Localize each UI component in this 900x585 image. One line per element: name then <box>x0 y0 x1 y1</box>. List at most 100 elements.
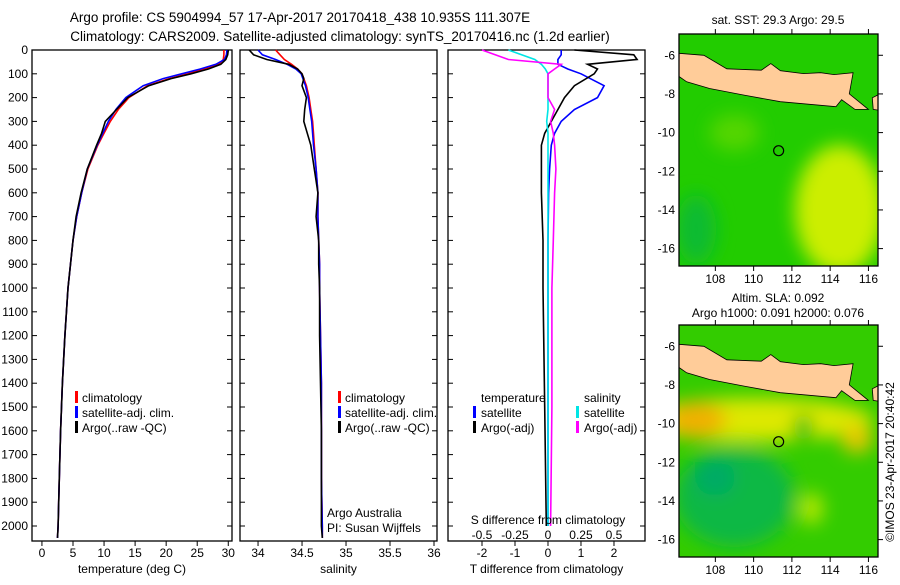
s-tick-label: 0 <box>545 528 552 542</box>
x-tick-label: 1 <box>578 546 585 560</box>
legend-header-salinity: salinity <box>584 391 621 405</box>
x-tick-label: 0 <box>39 546 46 560</box>
y-tick-label: 800 <box>8 233 28 247</box>
low-region <box>679 447 795 548</box>
y-tick-label: 1400 <box>1 376 28 390</box>
low-core <box>695 459 736 496</box>
lat-tick-label: -14 <box>658 203 676 217</box>
x-tick-label: 2 <box>611 546 618 560</box>
legend-label: Argo(-adj) <box>584 421 637 435</box>
temperature-plot-frame <box>31 49 233 542</box>
y-tick-label: 900 <box>8 257 28 271</box>
lon-tick-label: 116 <box>859 563 878 577</box>
x-tick-label: 34 <box>251 546 265 560</box>
s-tick-label: -0.25 <box>501 528 529 542</box>
x-tick-label: 35.5 <box>378 546 402 560</box>
legend-label: Argo(..raw -QC) <box>82 421 167 435</box>
x-tick-label: -1 <box>510 546 521 560</box>
map-subtitle: Argo h1000: 0.091 h2000: 0.076 <box>692 306 864 320</box>
lat-tick-label: -8 <box>664 378 675 392</box>
high-south <box>799 492 824 525</box>
figure-title-line1: Argo profile: CS 5904994_57 17-Apr-2017 … <box>70 10 530 25</box>
s-tick-label: 0.25 <box>569 528 593 542</box>
salinity-series-climatology <box>275 49 324 538</box>
y-tick-label: 1900 <box>1 495 28 509</box>
lon-tick-label: 108 <box>705 563 725 577</box>
low-eddy <box>793 413 814 442</box>
argo-location-marker <box>773 436 785 448</box>
sst-map: 108 110 112 114 116 -6 -8 -10 -12 -14 -16 sat. SST:… <box>658 13 883 286</box>
lon-tick-label: 114 <box>821 563 840 577</box>
y-tick-label: 1500 <box>1 400 28 414</box>
legend-swatch <box>75 406 78 418</box>
legend-swatch <box>338 391 341 403</box>
argo-location-marker <box>773 145 785 157</box>
x-axis-label: salinity <box>320 562 357 576</box>
x-tick-label: 5 <box>70 546 77 560</box>
legend-label: Argo(-adj) <box>481 421 534 435</box>
difference-series-satellite <box>547 50 606 526</box>
field-blobs <box>679 114 878 266</box>
sla-map-color-field <box>679 325 878 557</box>
lon-tick-label: 112 <box>782 272 801 286</box>
legend-label: Argo(..raw -QC) <box>345 421 430 435</box>
legend-swatch <box>338 406 341 418</box>
land-java <box>679 343 870 401</box>
x-tick-label: 25 <box>191 546 205 560</box>
lon-tick-label: 110 <box>744 272 763 286</box>
y-tick-label: 1600 <box>1 424 28 438</box>
lat-tick-label: -10 <box>658 417 676 431</box>
legend-swatch <box>576 406 579 418</box>
warm-region <box>794 144 878 266</box>
x-axis-label: temperature (deg C) <box>78 562 186 576</box>
lon-tick-label: 112 <box>782 563 801 577</box>
lon-tick-label: 116 <box>859 272 878 286</box>
legend-label: satellite <box>481 406 522 420</box>
x-tick-label: 10 <box>97 546 111 560</box>
sla-map: 108 110 112 114 116 -6 -8 -10 -12 -14 -16 Altim. SL… <box>658 291 883 577</box>
lat-tick-label: -6 <box>664 339 675 353</box>
lat-tick-label: -14 <box>658 494 676 508</box>
x-tick-label: 20 <box>159 546 173 560</box>
salinity-panel: 34 34.5 35 35.5 36 salinity climatologysatelli… <box>239 49 441 576</box>
field-blobs <box>679 397 874 548</box>
s-axis-label: S difference from climatology <box>471 513 626 527</box>
lat-tick-label: -12 <box>658 164 676 178</box>
legend-swatch <box>338 421 341 433</box>
x-tick-label: 0 <box>545 546 552 560</box>
high-region <box>679 397 874 442</box>
high-core <box>679 401 727 438</box>
y-tick-label: 1200 <box>1 329 28 343</box>
lon-tick-label: 108 <box>705 272 725 286</box>
figure-title-line2: Climatology: CARS2009. Satellite-adjuste… <box>70 29 610 44</box>
salinity-series-satellite-adj-clim- <box>257 49 324 538</box>
temperature-panel: 0100200300400500600700800900100011001200… <box>1 43 235 576</box>
x-tick-label: 36 <box>427 546 441 560</box>
temperature-series-argo-raw-qc- <box>56 49 230 538</box>
legend-swatch <box>75 391 78 403</box>
lon-tick-label: 114 <box>821 272 840 286</box>
high-east <box>840 425 873 454</box>
lat-tick-label: -16 <box>658 242 676 256</box>
legend-swatch <box>75 421 78 433</box>
map-title: Altim. SLA: 0.092 <box>732 291 825 305</box>
credit-text: ©IMOS 23-Apr-2017 20:40:42 <box>883 382 897 542</box>
s-tick-label: -0.5 <box>472 528 493 542</box>
legend-swatch <box>473 406 476 418</box>
salinity-series-argo-raw-qc- <box>248 49 324 538</box>
lat-tick-label: -16 <box>658 533 676 547</box>
y-tick-label: 700 <box>8 210 28 224</box>
legend-label: satellite-adj. clim. <box>345 406 437 420</box>
lat-tick-label: -6 <box>664 48 675 62</box>
sst-map-color-field <box>679 34 878 266</box>
difference-series-satellite <box>508 49 549 526</box>
legend-label: satellite-adj. clim. <box>82 406 174 420</box>
cool-region <box>679 194 717 265</box>
y-tick-label: 300 <box>8 114 28 128</box>
x-tick-label: 35 <box>339 546 353 560</box>
y-tick-label: 600 <box>8 186 28 200</box>
y-tick-label: 1000 <box>1 281 28 295</box>
annotation-text: PI: Susan Wijffels <box>327 521 421 535</box>
map-frame <box>678 324 879 558</box>
